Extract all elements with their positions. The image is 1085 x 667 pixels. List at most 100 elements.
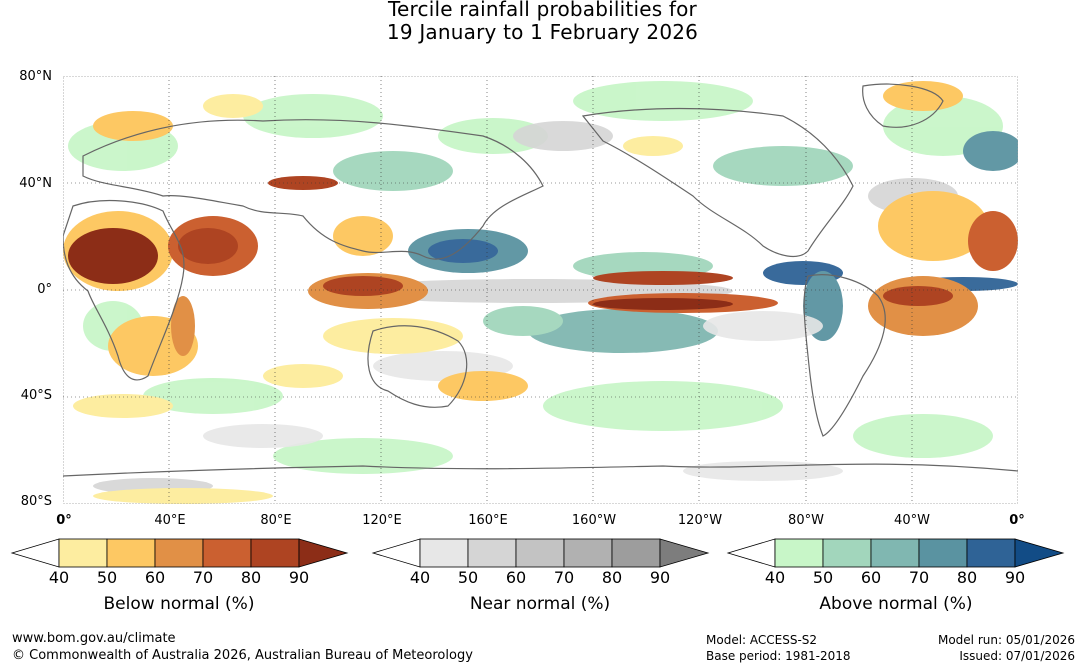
below-patch [203,94,263,118]
legend-above-swatch-40 [774,538,824,568]
above-patch [243,94,383,138]
legend-below-swatch-70 [202,538,252,568]
above-patch [543,381,783,431]
graticule [63,76,1018,504]
legend-above-tick: 80 [956,568,978,587]
below-patch [263,364,343,388]
legend-below-tick: 60 [144,568,166,587]
below-normal-areas [63,81,1018,504]
coastlines [63,83,1018,477]
below-patch [323,318,463,354]
legend-near-swatch-80 [611,538,661,568]
south-america-outline [803,274,886,437]
legend-above-low-arrow [726,538,776,568]
map-frame [63,76,1018,504]
footer-base-period: Base period: 1981-2018 [706,649,851,663]
legend-below-swatch-60 [154,538,204,568]
legend-near-tick: 50 [457,568,479,587]
legend-near-low-arrow [371,538,421,568]
below-patch [438,371,528,401]
lon-label-0-end: 0° [1009,513,1025,528]
footer-copyright: © Commonwealth of Australia 2026, Austra… [12,648,473,663]
above-patch [713,146,853,186]
legend-above-swatch-70 [918,538,968,568]
legend-near-title: Near normal (%) [469,594,611,614]
legend-near-swatch-40 [419,538,469,568]
legend-near-tick: 70 [553,568,575,587]
legend-above-title: Above normal (%) [819,594,973,614]
legend-below-title: Below normal (%) [103,594,255,614]
below-patch [333,216,393,256]
above-patch [483,306,563,336]
europe-asia-outline [82,119,544,260]
above-patch [273,438,453,474]
lon-label-160w: 160°W [571,513,617,528]
legend-below-tick: 40 [48,568,70,587]
legend-above-tick: 50 [812,568,834,587]
legend-near-tick: 40 [409,568,431,587]
legend-above-swatch-60 [870,538,920,568]
legend-near-swatch-70 [563,538,613,568]
antarctica-outline [63,463,1018,477]
legend-above-normal [726,538,1065,568]
legend-below-tick: 50 [96,568,118,587]
below-patch [68,228,158,284]
footer-issued: Issued: 07/01/2026 [959,649,1075,663]
above-patch [853,414,993,458]
legend-near-tick: 80 [601,568,623,587]
footer-model: Model: ACCESS-S2 [706,633,818,647]
north-america-outline [581,107,854,258]
rainfall-probability-map [63,76,1018,504]
lat-label-equator: 0° [37,282,52,297]
legend-above-swatch-50 [822,538,872,568]
title-line-1: Tercile rainfall probabilities for [388,0,697,21]
below-patch [178,228,238,264]
legend-below-swatch-80 [250,538,300,568]
legend-near-swatch-50 [467,538,517,568]
below-patch [73,394,173,418]
below-patch [323,276,403,296]
legend-below-high-arrow [298,538,349,568]
legend-near-normal [371,538,710,568]
lon-label-40e: 40°E [154,513,186,528]
lon-label-80e: 80°E [260,513,292,528]
lon-label-0: 0° [56,513,72,528]
below-patch [93,488,273,504]
legend-below-swatch-40 [58,538,108,568]
above-patch [143,378,283,414]
above-patch [333,151,453,191]
legend-below-tick: 80 [240,568,262,587]
footer-website-link[interactable]: www.bom.gov.au/climate [12,631,176,646]
legend-near-tick: 90 [649,568,671,587]
lon-label-80w: 80°W [788,513,824,528]
lat-label-40s: 40°S [20,388,52,403]
legend-above-tick: 60 [860,568,882,587]
above-patch [528,309,718,353]
legend-below-tick: 70 [192,568,214,587]
legend-above-high-arrow [1014,538,1065,568]
legend-near-tick: 60 [505,568,527,587]
below-patch [878,191,988,261]
below-patch [883,81,963,111]
below-patch [968,211,1018,271]
above-patch [438,118,548,154]
above-patch [963,131,1018,171]
australia-outline [367,325,468,408]
lat-label-80s: 80°S [20,494,52,509]
legend-below-swatch-50 [106,538,156,568]
footer-model-run: Model run: 05/01/2026 [937,633,1075,647]
below-patch [593,298,733,310]
legend-above-tick: 40 [764,568,786,587]
title-line-2: 19 January to 1 February 2026 [386,20,699,44]
map-canvas [63,76,1018,504]
lat-label-40n: 40°N [19,176,52,191]
near-patch [703,311,823,341]
legend-near-high-arrow [659,538,710,568]
above-patch [573,81,753,121]
lon-label-120w: 120°W [677,513,723,528]
greenland-outline [862,83,944,128]
legend-above-swatch-80 [966,538,1016,568]
near-patch [513,121,613,151]
map-title: Tercile rainfall probabilities for 19 Ja… [0,0,1085,44]
legend-above-tick: 90 [1004,568,1026,587]
